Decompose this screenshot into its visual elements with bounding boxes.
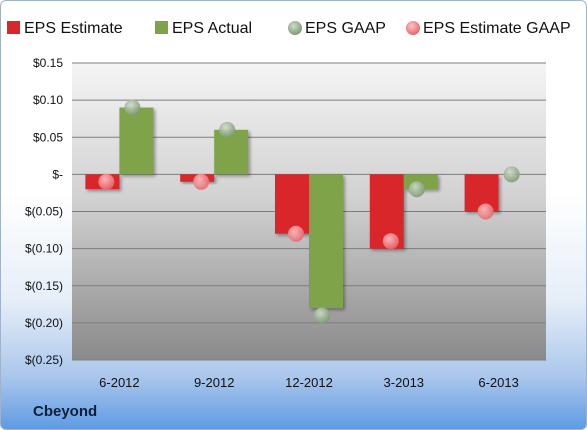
y-tick-label: $(0.25) [25,353,63,367]
x-tick-label: 3-2013 [384,375,424,390]
legend: EPS Estimate EPS Actual EPS GAAP EPS Estima… [7,20,571,37]
company-name: Cbeyond [33,403,98,420]
estimate-gaap-marker [477,203,494,220]
legend-swatch [288,21,302,35]
x-tick-label: 6-2012 [99,375,139,390]
y-tick-label: $(0.10) [25,242,63,256]
estimate-bar [275,174,309,234]
gaap-marker [408,181,425,198]
legend-label: EPS Estimate [24,20,123,37]
y-axis-ticks: $0.15 $0.10 $0.05 $- $(0.05) $(0.10) $(0.15) $(… [25,56,63,367]
actual-bar [214,129,249,175]
legend-swatch [406,21,420,35]
legend-label: EPS GAAP [305,20,386,37]
y-tick-label: $(0.05) [25,205,63,219]
legend-item: EPS Actual [155,20,252,37]
legend-label: EPS Estimate GAAP [423,20,571,37]
estimate-gaap-marker [382,233,399,250]
estimate-gaap-marker [193,173,210,190]
legend-swatch [7,21,20,34]
x-tick-label: 6-2013 [478,375,518,390]
y-tick-label: $- [52,167,63,181]
legend-item: EPS Estimate [7,20,123,37]
gaap-marker [314,307,330,324]
y-tick-label: $0.05 [33,130,63,144]
legend-swatch [155,21,168,34]
legend-item: EPS Estimate GAAP [406,20,571,37]
x-tick-label: 9-2012 [194,375,234,390]
legend-item: EPS GAAP [288,20,386,37]
x-tick-label: 12-2012 [285,375,333,390]
y-tick-label: $0.15 [33,56,63,70]
gaap-marker [219,121,236,138]
y-tick-label: $(0.20) [25,316,63,330]
y-tick-label: $0.10 [33,93,63,107]
estimate-gaap-marker [98,173,115,190]
gaap-marker [503,166,520,183]
actual-bar [119,107,154,175]
y-tick-label: $(0.15) [25,279,63,293]
estimate-gaap-marker [288,225,304,242]
legend-label: EPS Actual [172,20,252,37]
actual-bar [309,174,343,309]
markers [98,99,520,324]
gaap-marker [124,99,141,116]
x-axis-ticks: 6-2012 9-2012 12-2012 3-2013 6-2013 [99,375,519,390]
